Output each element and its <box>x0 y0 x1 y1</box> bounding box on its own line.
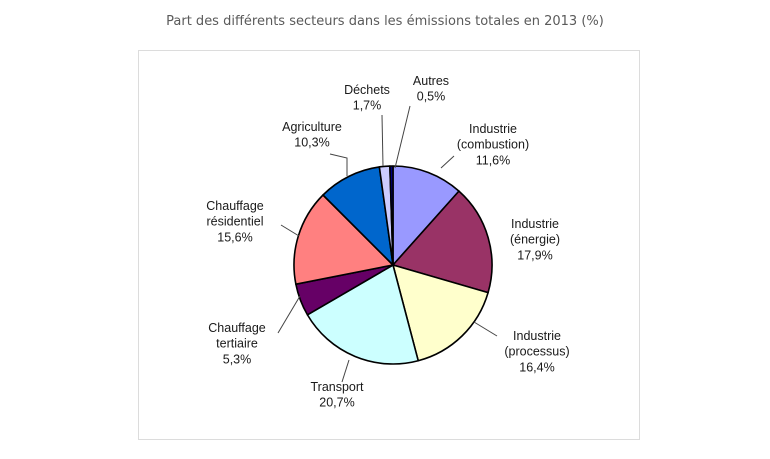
slice-name-line-7-0: Déchets <box>344 83 390 97</box>
slice-label-4: Chauffage tertiaire 5,3% <box>208 321 266 366</box>
slice-labels: Industrie (combustion) 11,6% Industrie (éner… <box>206 74 569 410</box>
pie-slice-5 <box>293 194 394 285</box>
slice-label-5: Chauffage résidentiel 15,6% <box>206 199 264 244</box>
leader-line-7 <box>381 114 384 167</box>
slice-name-line-5-0: Chauffage <box>206 199 264 213</box>
slice-name-line-0-1: (combustion) <box>457 138 529 152</box>
slice-value-7: 1,7% <box>353 99 382 113</box>
slice-value-0: 11,6% <box>476 153 511 167</box>
leader-line-6 <box>329 153 348 176</box>
slice-value-8: 0,5% <box>417 90 446 104</box>
slice-value-3: 20,7% <box>319 396 354 410</box>
leader-line-0 <box>440 155 455 169</box>
slice-value-1: 17,9% <box>517 248 552 262</box>
slice-name-line-5-1: résidentiel <box>207 215 264 229</box>
leader-line-2 <box>473 321 498 337</box>
slice-label-6: Agriculture 10,3% <box>282 120 342 150</box>
pie-slice-1 <box>392 190 493 294</box>
slice-name-line-6-0: Agriculture <box>282 120 342 134</box>
leader-lines <box>277 105 498 383</box>
slice-value-5: 15,6% <box>217 230 252 244</box>
slice-name-line-4-1: tertiaire <box>216 337 258 351</box>
slice-value-6: 10,3% <box>294 136 329 150</box>
slice-value-4: 5,3% <box>223 352 252 366</box>
leader-line-4 <box>277 295 301 334</box>
slice-label-3: Transport 20,7% <box>310 380 364 410</box>
chart-title: Part des différents secteurs dans les ém… <box>166 14 604 29</box>
pie-slice-0 <box>392 165 460 266</box>
leader-line-3 <box>341 359 350 383</box>
slice-label-2: Industrie (processus) 16,4% <box>504 329 569 374</box>
slice-name-line-2-0: Industrie <box>513 329 561 343</box>
pie-slice-2 <box>392 264 489 362</box>
slice-value-2: 16,4% <box>519 360 554 374</box>
pie-slice-3 <box>306 264 420 365</box>
slice-name-line-4-0: Chauffage <box>208 321 266 335</box>
slice-name-line-8-0: Autres <box>413 74 449 88</box>
slice-label-7: Déchets 1,7% <box>344 83 390 113</box>
slice-name-line-1-0: Industrie <box>511 217 559 231</box>
pie-slices <box>293 165 493 365</box>
slice-name-line-0-0: Industrie <box>469 122 517 136</box>
leader-line-8 <box>394 105 411 169</box>
pie-slice-8 <box>389 165 394 266</box>
slice-name-line-3-0: Transport <box>310 380 364 394</box>
leader-line-5 <box>280 224 300 237</box>
slice-label-8: Autres 0,5% <box>413 74 449 104</box>
slice-name-line-2-1: (processus) <box>504 345 569 359</box>
slice-name-line-1-1: (énergie) <box>510 233 560 247</box>
slice-label-0: Industrie (combustion) 11,6% <box>457 122 529 167</box>
slice-label-1: Industrie (énergie) 17,9% <box>510 217 560 262</box>
